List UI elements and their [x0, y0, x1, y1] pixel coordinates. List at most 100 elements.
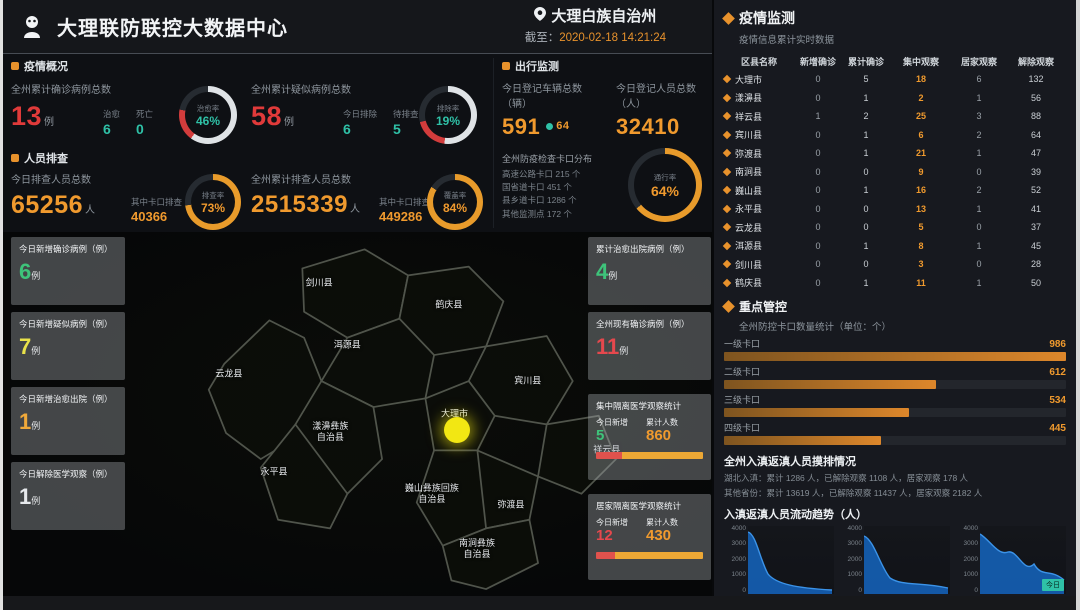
checkpoint-bar[interactable]: 一级卡口 986: [724, 337, 1066, 361]
map-county-label[interactable]: 祥云县: [593, 444, 621, 455]
column-header[interactable]: 解除观察: [1017, 56, 1054, 67]
table-row[interactable]: 弥渡县 0 1 21 1 47: [722, 144, 1066, 163]
map-county-label[interactable]: 云龙县: [215, 368, 243, 379]
duo-label: 累计人数: [646, 418, 678, 428]
map-cards-right-simple: 累计治愈出院病例（例） 4例 全州现有确诊病例（例） 11例: [588, 237, 711, 380]
gauge-label: 排除率: [436, 103, 460, 113]
table-row[interactable]: 祥云县 1 2 25 3 88: [722, 107, 1066, 126]
exclude-rate-gauge[interactable]: 排除率 19%: [419, 86, 477, 144]
cell-total-confirmed: 2: [863, 111, 869, 122]
diamond-icon: [722, 300, 735, 313]
map-county-label[interactable]: 弥渡县: [497, 499, 525, 510]
table-row[interactable]: 云龙县 0 0 5 0 37: [722, 218, 1066, 237]
table-row[interactable]: 洱源县 0 1 8 1 45: [722, 237, 1066, 256]
bar-value: 612: [1049, 367, 1066, 378]
cell-central-observation: 11: [916, 277, 926, 288]
duo-label: 今日新增: [596, 418, 628, 428]
quarantine-home-card[interactable]: 居家隔离医学观察统计 今日新增 12 累计人数 430: [588, 494, 711, 580]
cell-home-observation: 3: [976, 111, 982, 122]
overlay-stat-card[interactable]: 累计治愈出院病例（例） 4例: [588, 237, 711, 305]
cure-rate-gauge[interactable]: 治愈率 46%: [179, 86, 237, 144]
section-epidemic-title: 疫情概况: [24, 61, 68, 73]
map-county-label[interactable]: 洱源县: [333, 339, 361, 350]
overlay-stat-card[interactable]: 今日新增治愈出院（例） 1例: [11, 387, 125, 455]
map-county-label[interactable]: 鹤庆县: [435, 299, 463, 310]
cell-released: 52: [1030, 185, 1041, 196]
cell-released: 50: [1030, 277, 1041, 288]
map-county-label[interactable]: 大理市: [440, 408, 468, 419]
page-title: 大理联防联控大数据中心: [57, 18, 288, 40]
checkpoint-bar[interactable]: 四级卡口 445: [724, 421, 1066, 445]
list-item: 国省道卡口 451 个: [502, 182, 572, 193]
stat-value: 591 64: [502, 114, 570, 139]
coverage-rate-gauge[interactable]: 覆盖率 84%: [427, 174, 483, 230]
map-county-label[interactable]: 漾濞彝族 自治县: [312, 420, 349, 443]
sub-label: 其中卡口排查: [131, 197, 183, 207]
duo-value: 12: [596, 527, 613, 545]
section-screening-title: 人员排查: [24, 153, 68, 165]
column-header[interactable]: 集中观察: [902, 56, 939, 67]
table-row[interactable]: 永平县 0 0 13 1 41: [722, 200, 1066, 219]
map-county-label[interactable]: 巍山彝族回族 自治县: [404, 482, 459, 505]
duo-label: 今日新增: [596, 518, 628, 528]
overlay-stat-card[interactable]: 全州现有确诊病例（例） 11例: [588, 312, 711, 380]
pass-rate-gauge[interactable]: 通行率 64%: [628, 148, 702, 223]
overlay-stat-card[interactable]: 今日新增确诊病例（例） 6例: [11, 237, 125, 305]
county-name-cell: 漾濞县: [722, 91, 794, 104]
table-row[interactable]: 南涧县 0 0 9 0 39: [722, 163, 1066, 182]
cell-new-confirmed: 0: [815, 240, 821, 251]
stat-value: 13 例: [11, 101, 55, 131]
photo-edge-right: [1076, 0, 1080, 610]
bar-fill: [724, 436, 882, 445]
column-header[interactable]: 新增确诊: [799, 56, 836, 67]
location-pin-icon: [534, 6, 547, 25]
row-dot-icon: [722, 112, 732, 121]
gauge-label: 治愈率: [196, 103, 220, 113]
map-county-label[interactable]: 南涧彝族 自治县: [459, 537, 496, 559]
table-row[interactable]: 鹤庆县 0 1 11 1 50: [722, 274, 1066, 293]
screening-rate-gauge[interactable]: 排查率 73%: [185, 174, 241, 230]
table-row[interactable]: 大理市 0 5 18 6 132: [722, 70, 1066, 89]
column-header[interactable]: 累计确诊: [847, 56, 884, 67]
stat-persons-today: 今日登记人员总数（人） 32410: [616, 80, 716, 138]
column-header[interactable]: 居家观察: [960, 56, 997, 67]
cell-total-confirmed: 1: [863, 148, 869, 159]
card-value: 4例: [596, 259, 618, 285]
cell-total-confirmed: 5: [863, 74, 869, 85]
photo-edge-bottom: [3, 596, 1076, 610]
checkpoint-bar[interactable]: 二级卡口 612: [724, 365, 1066, 389]
cell-central-observation: 9: [918, 166, 924, 177]
section-travel-header: 出行监测: [502, 58, 716, 74]
prefecture-map[interactable]: 剑川县 鹤庆县 洱源县 云龙县 宾川县 大理市 漾濞彝族 自治县 祥云县: [133, 232, 697, 596]
table-header-row: 区县名称 新增确诊 累计确诊 集中观察 居家观察 解除观察: [724, 52, 1066, 70]
overlay-stat-card[interactable]: 今日解除医学观察（例） 1例: [11, 462, 125, 530]
row-dot-icon: [722, 149, 732, 158]
table-row[interactable]: 剑川县 0 0 3 0 28: [722, 255, 1066, 274]
cell-new-confirmed: 0: [815, 166, 821, 177]
control-section: 重点管控 全州防控卡口数量统计（单位：个） 一级卡口 986: [722, 298, 1066, 445]
left-zone: 大理联防联控大数据中心 大理白族自治州 截至：2020-02-18 14:21:…: [3, 0, 712, 596]
row-dot-icon: [722, 278, 732, 287]
quarantine-central-card[interactable]: 集中隔离医学观察统计 今日新增 5 累计人数 860: [588, 394, 711, 480]
table-row[interactable]: 漾濞县 0 1 2 1 56: [722, 89, 1066, 108]
bar-fill: [724, 352, 1066, 361]
cell-total-confirmed: 0: [863, 222, 869, 233]
column-header[interactable]: 区县名称: [740, 56, 777, 67]
section-travel-title: 出行监测: [515, 61, 559, 73]
map-county-label[interactable]: 剑川县: [305, 277, 333, 288]
cell-released: 41: [1030, 203, 1041, 214]
card-title: 今日新增治愈出院（例）: [19, 394, 113, 404]
dashboard-screen: 大理联防联控大数据中心 大理白族自治州 截至：2020-02-18 14:21:…: [3, 0, 1076, 596]
outbreak-marker[interactable]: [444, 417, 471, 444]
checkpoint-bar[interactable]: 三级卡口 534: [724, 393, 1066, 417]
map-county-label[interactable]: 永平县: [260, 466, 288, 477]
table-row[interactable]: 巍山县 0 1 16 2 52: [722, 181, 1066, 200]
table-row[interactable]: 宾川县 0 1 6 2 64: [722, 126, 1066, 145]
bar-track: [724, 436, 1066, 445]
cell-new-confirmed: 0: [815, 259, 821, 270]
map-county-label[interactable]: 宾川县: [514, 375, 542, 386]
overlay-stat-card[interactable]: 今日新增疑似病例（例） 7例: [11, 312, 125, 380]
